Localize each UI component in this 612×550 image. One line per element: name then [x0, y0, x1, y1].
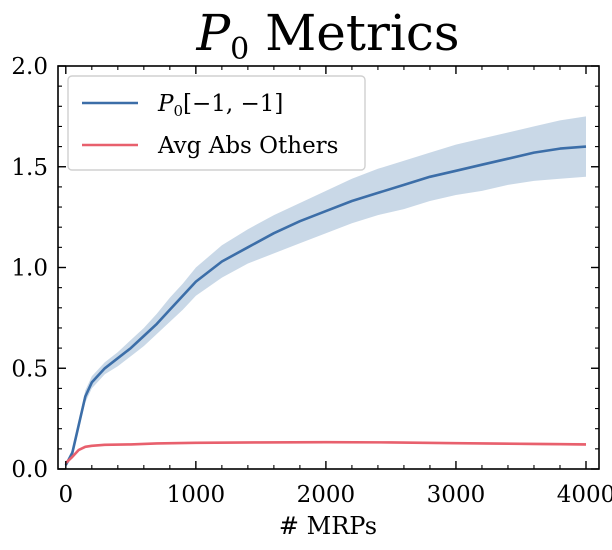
legend-label-p0-main: P: [157, 91, 174, 117]
series-lines: [64, 145, 587, 466]
x-axis-ticks: 0 1000 2000 3000 4000: [58, 66, 612, 508]
x-tick-label: 3000: [427, 482, 486, 508]
y-axis-ticks: 0.0 0.5 1.0 1.5 2.0: [11, 54, 599, 483]
x-tick-label: 1000: [167, 482, 226, 508]
chart-title-subscript: 0: [230, 32, 249, 67]
legend-label-p0-subscript: 0: [173, 102, 183, 120]
x-tick-label: 2000: [297, 482, 356, 508]
y-tick-label: 1.5: [11, 155, 48, 181]
legend-label-p0: P0[−1, −1]: [157, 91, 283, 120]
legend-label-p0-rest: [−1, −1]: [183, 91, 283, 117]
y-tick-label: 2.0: [11, 54, 48, 80]
x-axis-label: # MRPs: [279, 512, 377, 540]
legend-label-avg-abs-others: Avg Abs Others: [157, 133, 338, 159]
y-tick-label: 0.5: [11, 356, 48, 382]
line-avg-abs-others: [64, 440, 587, 464]
chart-title-rest: Metrics: [249, 4, 459, 62]
x-tick-label: 4000: [557, 482, 612, 508]
legend-box: [67, 75, 366, 171]
y-tick-label: 1.0: [11, 256, 48, 282]
chart-title-main: P: [195, 4, 231, 62]
y-tick-label: 0.0: [11, 457, 48, 483]
x-tick-label: 0: [58, 482, 73, 508]
legend: P0[−1, −1] Avg Abs Others: [67, 75, 366, 171]
line-p0: [64, 145, 587, 466]
chart-title: P0 Metrics: [195, 4, 459, 67]
